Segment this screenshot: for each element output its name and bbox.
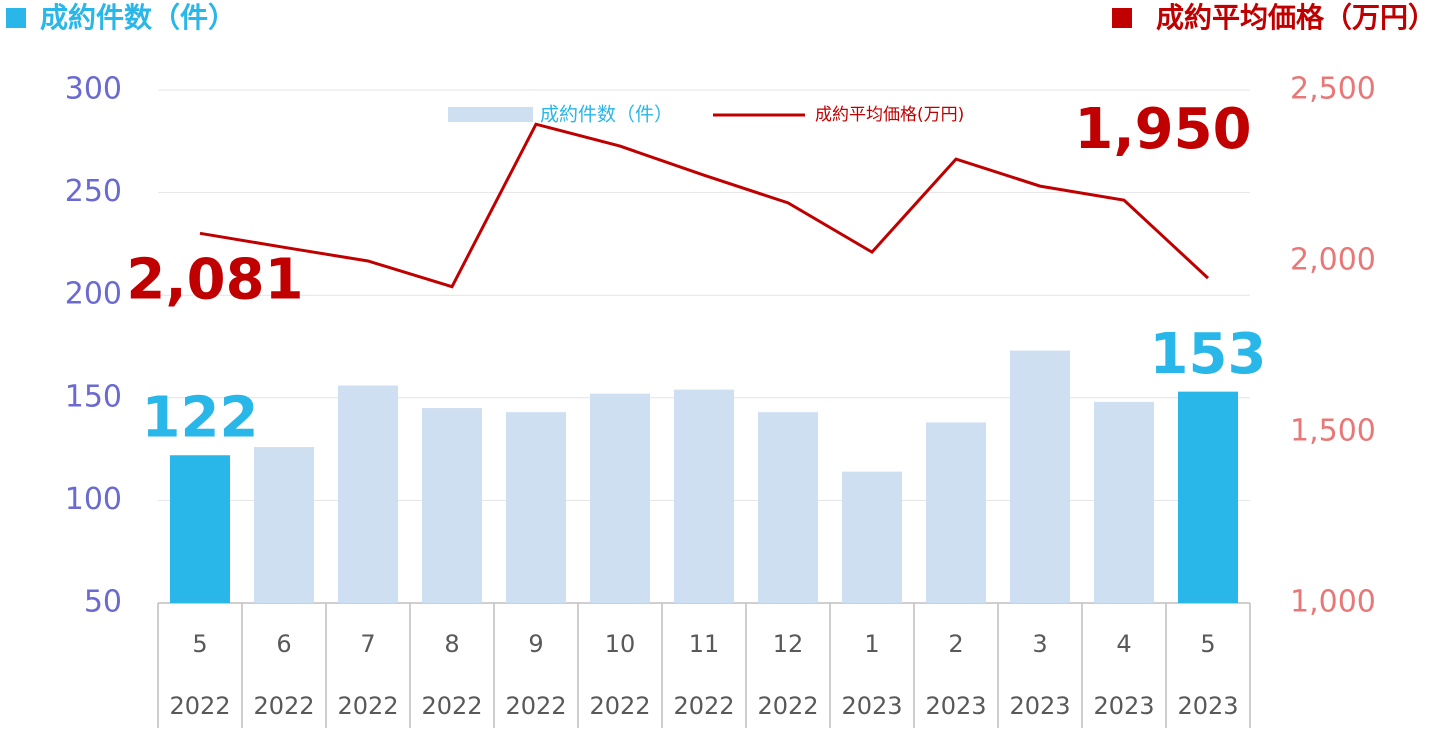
y-tick-label: 100 xyxy=(65,482,122,517)
y-axis-title: 成約件数（件） xyxy=(40,1,236,34)
x-group-label: 2023 xyxy=(1093,692,1154,720)
x-tick-label: 6 xyxy=(276,630,291,658)
legend-label: 成約件数（件） xyxy=(540,104,673,126)
bar xyxy=(842,471,902,603)
y2label-marker xyxy=(1112,8,1132,28)
x-group-label: 2023 xyxy=(1177,692,1238,720)
x-group-label: 2023 xyxy=(841,692,902,720)
x-tick-label: 2 xyxy=(948,630,963,658)
legend-label: 成約平均価格(万円) xyxy=(815,105,964,125)
bar xyxy=(926,422,986,603)
line xyxy=(199,122,1210,289)
bar xyxy=(506,412,566,603)
y-tick-label: 300 xyxy=(65,72,122,107)
bar xyxy=(590,393,650,603)
x-tick-label: 5 xyxy=(192,630,207,658)
y2-axis-title: 成約平均価格（万円） xyxy=(1156,1,1436,34)
bar-value-label: 153 xyxy=(1150,322,1267,387)
x-tick-label: 11 xyxy=(689,630,720,658)
x-group-label: 2022 xyxy=(421,692,482,720)
line-value-label: 2,081 xyxy=(126,247,303,312)
x-group-label: 2022 xyxy=(505,692,566,720)
bar xyxy=(422,408,482,603)
bar xyxy=(758,412,818,603)
x-group-label: 2022 xyxy=(253,692,314,720)
bar xyxy=(1178,391,1238,603)
x-tick-label: 8 xyxy=(444,630,459,658)
x-group-label: 2022 xyxy=(169,692,230,720)
y-tick-label: 250 xyxy=(65,174,122,209)
x-group-label: 2022 xyxy=(589,692,650,720)
x-tick-label: 3 xyxy=(1032,630,1047,658)
x-group-label: 2023 xyxy=(925,692,986,720)
x-group-label: 2023 xyxy=(1009,692,1070,720)
ylabel-marker xyxy=(6,8,26,28)
y-tick-label: 50 xyxy=(84,585,122,620)
line-value-label: 1,950 xyxy=(1074,97,1251,162)
x-tick-label: 9 xyxy=(528,630,543,658)
x-tick-label: 10 xyxy=(605,630,636,658)
y-tick-label: 200 xyxy=(65,277,122,312)
x-tick-label: 7 xyxy=(360,630,375,658)
x-group-label: 2022 xyxy=(757,692,818,720)
legend-swatch xyxy=(448,107,533,122)
bar xyxy=(338,385,398,603)
y2-tick-label: 1,500 xyxy=(1290,414,1376,449)
bar xyxy=(170,455,230,603)
x-tick-label: 5 xyxy=(1200,630,1215,658)
bar xyxy=(1010,350,1070,603)
bar xyxy=(1094,401,1154,603)
x-tick-label: 12 xyxy=(773,630,804,658)
bar xyxy=(254,447,314,603)
bar-value-label: 122 xyxy=(142,385,259,450)
y2-tick-label: 1,000 xyxy=(1290,585,1376,620)
x-tick-label: 4 xyxy=(1116,630,1131,658)
y-tick-label: 150 xyxy=(65,379,122,414)
y2-tick-label: 2,000 xyxy=(1290,243,1376,278)
x-tick-label: 1 xyxy=(864,630,879,658)
x-group-label: 2022 xyxy=(673,692,734,720)
y2-tick-label: 2,500 xyxy=(1290,72,1376,107)
bar xyxy=(674,389,734,603)
x-group-label: 2022 xyxy=(337,692,398,720)
